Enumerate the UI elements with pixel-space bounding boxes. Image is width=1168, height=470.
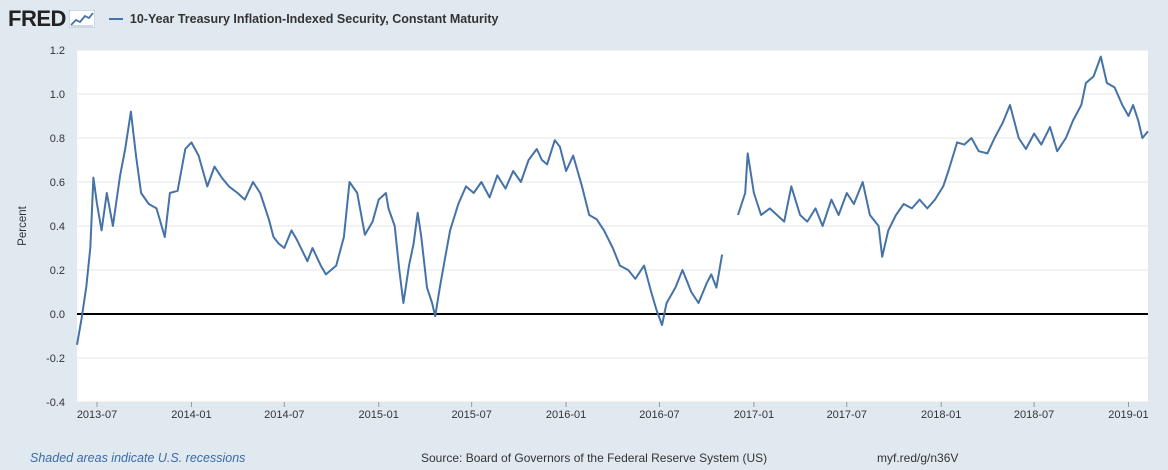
x-tick-labels: 2013-07 2014-01 2014-07 2015-01 2015-07 2016-… xyxy=(77,402,1149,421)
series-group xyxy=(76,55,1149,345)
fred-logo-text: FRED xyxy=(8,6,66,31)
recession-note: Shaded areas indicate U.S. recessions xyxy=(30,451,246,465)
x-tick-label: 2016-01 xyxy=(546,409,586,421)
x-tick-label: 2018-07 xyxy=(1014,409,1054,421)
x-tick-label: 2013-07 xyxy=(77,409,117,421)
y-tick-label: 0.6 xyxy=(50,177,65,189)
x-tick-label: 2015-01 xyxy=(359,409,399,421)
y-tick-label: 1.0 xyxy=(50,89,65,101)
chart-header: FRED 10-Year Treasury Inflation-Indexed … xyxy=(8,5,499,33)
x-tick-label: 2018-01 xyxy=(921,409,961,421)
y-tick-label: -0.2 xyxy=(46,353,65,365)
x-tick-label: 2016-07 xyxy=(639,409,679,421)
series-line xyxy=(737,55,1149,258)
source-note: Source: Board of Governors of the Federa… xyxy=(421,451,768,465)
chart-legend: 10-Year Treasury Inflation-Indexed Secur… xyxy=(108,12,499,26)
y-tick-label: -0.4 xyxy=(46,397,65,409)
short-url[interactable]: myf.red/g/n36V xyxy=(877,451,959,465)
legend-label: 10-Year Treasury Inflation-Indexed Secur… xyxy=(129,12,499,26)
y-tick-label: 0.4 xyxy=(50,221,65,233)
fred-logo[interactable]: FRED xyxy=(8,6,95,32)
y-tick-label: 0.8 xyxy=(50,133,65,145)
legend-swatch xyxy=(108,18,123,20)
x-tick-label: 2017-07 xyxy=(827,409,867,421)
x-tick-label: 2017-01 xyxy=(734,409,774,421)
y-tick-label: 0.2 xyxy=(50,265,65,277)
x-tick-label: 2019-01 xyxy=(1108,409,1148,421)
y-tick-label: 1.2 xyxy=(50,45,65,57)
x-tick-label: 2014-01 xyxy=(171,409,211,421)
y-tick-label: 0.0 xyxy=(50,309,65,321)
line-chart-icon xyxy=(68,10,95,28)
x-tick-label: 2014-07 xyxy=(264,409,304,421)
line-chart: -0.4-0.20.00.20.40.60.81.01.2 2013-07 201… xyxy=(17,45,1149,421)
series-line xyxy=(76,110,724,345)
x-tick-label: 2015-07 xyxy=(451,409,491,421)
y-tick-labels: -0.4 -0.2 0.0 0.2 0.4 0.6 0.8 1.0 1.2 xyxy=(46,45,65,409)
y-axis-label: Percent xyxy=(17,205,29,245)
